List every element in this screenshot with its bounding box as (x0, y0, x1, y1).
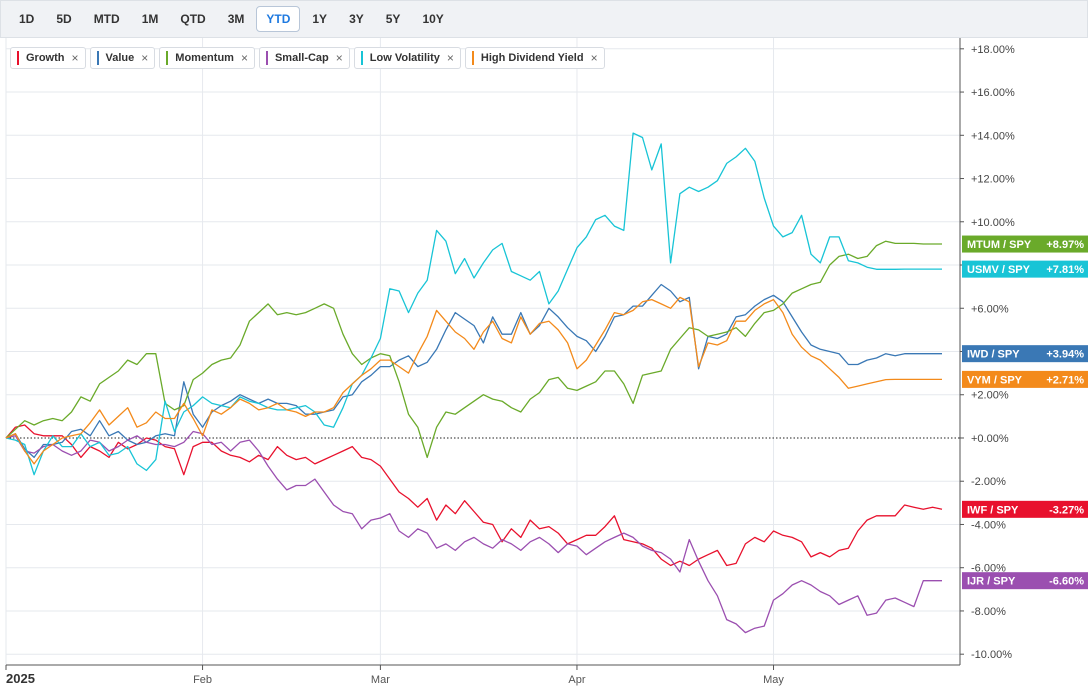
chart-legend: Growth × Value × Momentum × Small-Cap × Low Vola… (10, 47, 605, 69)
end-label-low-volatility: USMV / SPY +7.81% (962, 260, 1088, 278)
legend-item-value[interactable]: Value × (89, 47, 156, 69)
y-tick-label: -8.00% (971, 606, 1006, 618)
series-line-high-dividend-yield[interactable] (5, 296, 942, 465)
end-label-ticker: IWD / SPY (967, 349, 1020, 361)
end-label-bg (962, 235, 1088, 253)
series-lines (5, 132, 943, 634)
grid-lines (5, 38, 960, 665)
close-icon[interactable]: × (446, 51, 454, 65)
close-icon[interactable]: × (71, 51, 79, 65)
y-tick-label: -10.00% (971, 649, 1012, 661)
end-label-high-dividend-yield: VYM / SPY +2.71% (962, 370, 1088, 388)
legend-item-growth[interactable]: Growth × (10, 47, 86, 69)
end-label-ticker: IWF / SPY (967, 504, 1019, 516)
y-tick-label: +0.00% (971, 433, 1009, 445)
end-label-value: +7.81% (1046, 264, 1084, 276)
y-tick-label: +12.00% (971, 174, 1015, 186)
end-label-value: +3.94% (1046, 349, 1084, 361)
series-line-momentum[interactable] (5, 240, 942, 459)
legend-swatch (96, 51, 99, 65)
close-icon[interactable]: × (141, 51, 149, 65)
end-label-value: -3.27% (1049, 504, 1084, 516)
end-label-bg (962, 370, 1088, 388)
legend-item-low-volatility[interactable]: Low Volatility × (353, 47, 461, 69)
x-tick-label: 2025 (6, 671, 35, 686)
y-tick-label: +6.00% (971, 303, 1009, 315)
end-label-ticker: VYM / SPY (967, 374, 1023, 386)
series-line-value[interactable] (5, 283, 942, 459)
end-label-growth: IWF / SPY -3.27% (962, 500, 1088, 518)
range-button-1d[interactable]: 1D (9, 6, 44, 32)
legend-label: Momentum (175, 52, 234, 64)
x-tick-label: Apr (568, 674, 585, 686)
legend-label: Low Volatility (369, 52, 440, 64)
y-tick-label: -2.00% (971, 476, 1006, 488)
end-labels: MTUM / SPY +8.97% USMV / SPY +7.81% IWD / SP… (962, 235, 1088, 590)
timeframe-toolbar: 1D 5D MTD 1M QTD 3M YTD 1Y 3Y 5Y 10Y (0, 0, 1088, 38)
x-tick-label: Mar (371, 674, 390, 686)
legend-label: Small-Cap (274, 52, 329, 64)
end-label-momentum: MTUM / SPY +8.97% (962, 235, 1088, 253)
series-line-low-volatility[interactable] (5, 132, 942, 476)
close-icon[interactable]: × (590, 51, 598, 65)
range-button-5y[interactable]: 5Y (376, 6, 411, 32)
end-label-bg (962, 260, 1088, 278)
legend-label: High Dividend Yield (480, 52, 584, 64)
range-button-10y[interactable]: 10Y (412, 6, 453, 32)
legend-swatch (471, 51, 474, 65)
legend-item-momentum[interactable]: Momentum × (159, 47, 255, 69)
legend-swatch (265, 51, 268, 65)
range-button-3m[interactable]: 3M (218, 6, 255, 32)
y-tick-label: +16.00% (971, 87, 1015, 99)
end-label-ticker: MTUM / SPY (967, 239, 1032, 251)
end-label-bg (962, 500, 1088, 518)
legend-label: Growth (26, 52, 65, 64)
legend-item-high-dividend-yield[interactable]: High Dividend Yield × (464, 47, 605, 69)
end-label-value: -6.60% (1049, 576, 1084, 588)
range-button-5d[interactable]: 5D (46, 6, 81, 32)
y-tick-label: +10.00% (971, 217, 1015, 229)
range-button-1y[interactable]: 1Y (302, 6, 337, 32)
end-label-small-cap: IJR / SPY -6.60% (962, 572, 1088, 590)
range-button-mtd[interactable]: MTD (84, 6, 130, 32)
y-tick-label: +18.00% (971, 44, 1015, 56)
x-tick-label: May (763, 674, 784, 686)
series-line-small-cap[interactable] (5, 430, 942, 634)
y-tick-label: +2.00% (971, 390, 1009, 402)
end-label-bg (962, 572, 1088, 590)
end-label-value: +8.97% (1046, 239, 1084, 251)
legend-swatch (166, 51, 169, 65)
end-label-value: IWD / SPY +3.94% (962, 345, 1088, 363)
range-button-ytd[interactable]: YTD (256, 6, 301, 32)
legend-swatch (360, 51, 363, 65)
end-label-value: +2.71% (1046, 374, 1084, 386)
x-tick-label: Feb (193, 674, 212, 686)
legend-swatch (17, 51, 19, 65)
y-tick-label: +14.00% (971, 130, 1015, 142)
y-tick-label: -4.00% (971, 519, 1006, 531)
range-button-1m[interactable]: 1M (132, 6, 169, 32)
end-label-bg (962, 345, 1088, 363)
end-label-ticker: USMV / SPY (967, 264, 1031, 276)
close-icon[interactable]: × (240, 51, 248, 65)
relative-performance-chart: -10.00% -8.00% -6.00% -4.00% -2.00% +0.00% +2.… (5, 38, 1088, 686)
range-button-qtd[interactable]: QTD (170, 6, 215, 32)
end-label-ticker: IJR / SPY (967, 576, 1016, 588)
legend-label: Value (105, 52, 135, 64)
range-button-3y[interactable]: 3Y (339, 6, 374, 32)
y-tick-label: -6.00% (971, 563, 1006, 575)
series-line-growth[interactable] (5, 424, 943, 567)
legend-item-small-cap[interactable]: Small-Cap × (258, 47, 350, 69)
close-icon[interactable]: × (335, 51, 343, 65)
